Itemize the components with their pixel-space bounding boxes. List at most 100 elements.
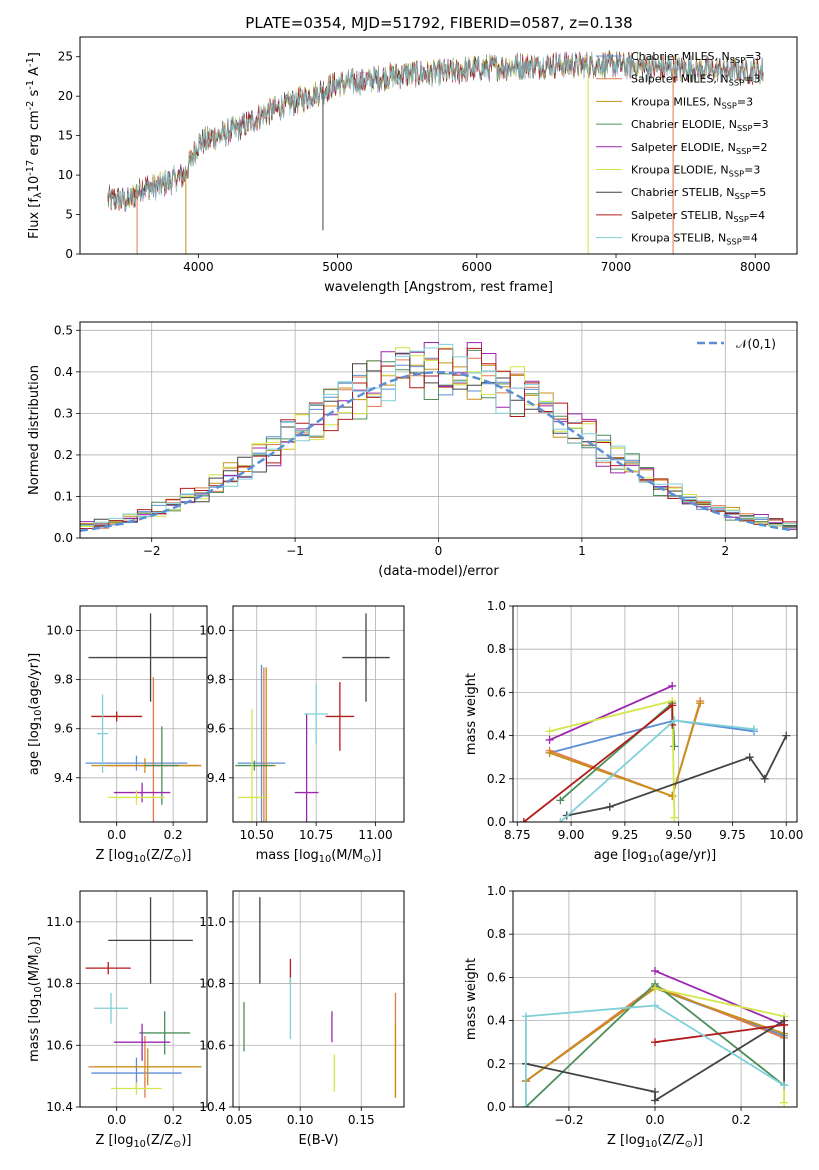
y-axis-label: Normed distribution xyxy=(27,365,42,495)
weight-line-6 xyxy=(566,735,788,817)
x-tick-label: 0.2 xyxy=(164,828,183,842)
errorbar-7 xyxy=(85,961,131,975)
histogram-series-7 xyxy=(80,347,797,529)
y-tick-label: 1.0 xyxy=(487,884,506,898)
y-tick-label: 0.2 xyxy=(54,448,73,462)
legend-label: Kroupa MILES, NSSP​=3 xyxy=(631,95,753,110)
legend-label: Salpeter STELIB, NSSP​=4 xyxy=(631,209,765,224)
y-tick-label: 0.6 xyxy=(487,685,506,699)
weight-marker xyxy=(670,716,679,725)
x-axis-label: Z [log10​(Z/Z⊙​)] xyxy=(96,848,192,865)
errorbar-2 xyxy=(94,1048,202,1086)
panel-age-vs-Z: 0.0 0.2 9.4 9.6 9.8 10.0 Z [log10​(Z/Z⊙​)] age … xyxy=(27,605,208,865)
weight-marker xyxy=(745,753,754,762)
errorbar-3 xyxy=(139,1011,191,1055)
figure-title: PLATE=0354, MJD=51792, FIBERID=0587, z=0… xyxy=(245,14,632,32)
weight-line-7 xyxy=(523,703,674,822)
weight-marker xyxy=(651,1087,659,1096)
errorbar-7 xyxy=(325,682,355,751)
legend-label: 𝒩(0,1) xyxy=(736,337,776,351)
x-axis-label: age [log10​(age/yr)] xyxy=(594,848,717,865)
panels: 4000 5000 6000 7000 80000510152025wavelength… xyxy=(25,36,803,1150)
axes-frame xyxy=(512,605,798,823)
y-tick-label: 9.8 xyxy=(54,673,73,687)
y-tick-label: 0.5 xyxy=(54,323,73,337)
y-tick-label: 10.8 xyxy=(199,977,226,991)
weight-marker xyxy=(605,802,614,811)
errorbar-8 xyxy=(94,992,128,1024)
x-tick-label: 10.50 xyxy=(240,828,274,842)
weight-marker xyxy=(556,818,565,822)
y-axis-label: Flux [fλ​10-17​ erg cm-2​ s-1​ A-1​] xyxy=(25,52,44,239)
weight-marker xyxy=(651,1096,659,1105)
y-tick-label: 0.0 xyxy=(487,815,506,829)
weight-marker xyxy=(782,731,791,740)
errorbar-5 xyxy=(111,1082,162,1095)
errorbar-6 xyxy=(88,613,207,702)
errorbar-5 xyxy=(237,709,267,822)
legend-label: Chabrier ELODIE, NSSP​=3 xyxy=(631,118,769,133)
errorbar-5 xyxy=(108,790,165,805)
y-tick-label: 9.6 xyxy=(54,722,73,736)
panel-weight-vs-Z: −0.2 0.0 0.2 0.0 0.2 0.4 0.6 0.8 1.0 Z [log10​(Z/… xyxy=(464,884,798,1150)
y-tick-label: 0.4 xyxy=(487,1014,506,1028)
weight-marker xyxy=(545,727,554,736)
errorbar-8 xyxy=(304,684,328,744)
y-tick-label: 10.4 xyxy=(199,1100,226,1114)
panel-mass-vs-ebv: 0.05 0.10 0.15 10.4 10.6 10.8 11.0 E(B-V) xyxy=(199,890,405,1148)
y-tick-label: 5 xyxy=(65,208,73,222)
weight-marker xyxy=(521,1103,530,1107)
plot-area-age-vs-Z xyxy=(80,606,207,822)
x-tick-label: 8000 xyxy=(740,260,771,274)
weight-line-7 xyxy=(654,1024,785,1044)
y-tick-label: 10.0 xyxy=(46,624,73,638)
x-tick-label: 10.75 xyxy=(299,828,333,842)
errorbar-6 xyxy=(108,897,193,984)
y-tick-label: 0.3 xyxy=(54,406,73,420)
y-tick-label: 0.2 xyxy=(487,1057,506,1071)
weight-marker xyxy=(651,966,659,975)
weight-marker xyxy=(670,813,679,822)
legend-label: Salpeter ELODIE, NSSP​=2 xyxy=(631,141,768,156)
x-axis-label: Z [log10​(Z/Z⊙​)] xyxy=(96,1133,192,1150)
x-tick-label: −1 xyxy=(286,544,304,558)
x-tick-label: 0.0 xyxy=(107,1113,126,1127)
x-axis-label: E(B-V) xyxy=(298,1133,338,1148)
weight-line-4 xyxy=(549,685,673,741)
legend-label: Chabrier MILES, NSSP​=3 xyxy=(631,50,761,65)
y-tick-label: 0.1 xyxy=(54,489,73,503)
panel-weight-vs-age: 8.75 9.00 9.25 9.50 9.75 10.00 0.0 0.2 0.4 0.6 0.8… xyxy=(464,599,803,865)
plot-area-residuals xyxy=(80,322,797,538)
y-tick-label: 15 xyxy=(58,129,73,143)
errorbar-3 xyxy=(144,726,179,805)
weight-marker xyxy=(668,701,677,710)
gaussian-curve xyxy=(80,371,795,532)
y-axis-label: mass weight xyxy=(464,673,479,755)
x-tick-label: 7000 xyxy=(601,260,632,274)
errorbar-8 xyxy=(96,694,109,773)
y-tick-label: 0.6 xyxy=(487,970,506,984)
x-axis-label: mass [log10​(M/M⊙​)] xyxy=(256,848,382,865)
panel-residuals: −2 −1 0 1 2 0.0 0.1 0.2 0.3 0.4 0.5 (data-model)/er… xyxy=(27,321,798,579)
weight-marker xyxy=(519,818,528,822)
x-tick-label: 9.75 xyxy=(719,828,746,842)
axes-frame xyxy=(79,605,208,823)
histogram-series-8 xyxy=(80,343,797,526)
y-axis-label: age [log10​(age/yr)] xyxy=(27,653,44,776)
y-tick-label: 10.6 xyxy=(199,1038,226,1052)
y-tick-label: 0.0 xyxy=(54,531,73,545)
x-tick-label: 0.15 xyxy=(348,1113,375,1127)
x-tick-label: 0 xyxy=(435,544,443,558)
legend-label: Salpeter MILES, NSSP​=3 xyxy=(631,73,760,88)
x-tick-label: 9.25 xyxy=(612,828,639,842)
x-axis-label: wavelength [Angstrom, rest frame] xyxy=(324,280,553,295)
x-axis-label: Z [log10​(Z/Z⊙​)] xyxy=(607,1133,703,1150)
axes-frame xyxy=(512,890,798,1108)
weight-marker xyxy=(760,774,769,783)
x-axis-label: (data-model)/error xyxy=(378,564,499,579)
y-tick-label: 1.0 xyxy=(487,599,506,613)
y-tick-label: 20 xyxy=(58,89,73,103)
x-tick-label: 9.00 xyxy=(558,828,585,842)
x-tick-label: 9.50 xyxy=(665,828,692,842)
